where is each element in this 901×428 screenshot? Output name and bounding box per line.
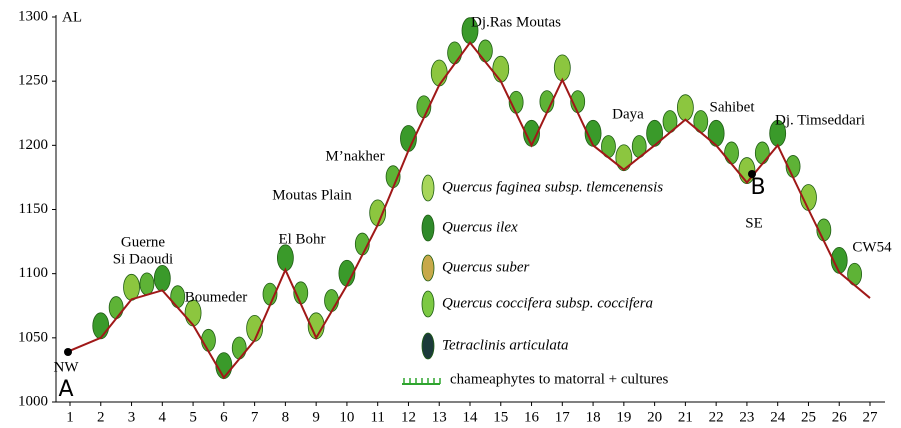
x-tick-label: 7 [251,409,259,425]
annotation: El Bohr [278,231,325,247]
vegetation [647,120,663,146]
annotation: Daya [612,106,644,122]
vegetation [140,273,154,295]
x-tick-label: 13 [432,409,447,425]
x-tick-label: 3 [128,409,136,425]
annotation: SE [745,215,763,231]
y-tick-label: 1150 [19,201,48,217]
x-tick-label: 21 [678,409,693,425]
annotation: Moutas Plain [272,187,352,203]
vegetation [171,286,185,308]
y-tick-label: 1100 [19,265,48,281]
annotation: Si Daoudi [113,251,173,267]
legend-icon [422,255,434,281]
x-tick-label: 12 [401,409,416,425]
y-tick-label: 1050 [18,329,48,345]
y-tick-label: 1200 [18,137,48,153]
vegetation [677,95,693,121]
vegetation [277,245,293,271]
vegetation [201,329,215,351]
legend-label: Quercus suber [442,259,530,275]
vegetation [154,265,170,291]
legend-icon [422,291,434,317]
profile-line [70,43,870,378]
legend-icon [422,333,434,359]
x-tick-label: 4 [159,409,167,425]
x-tick-label: 10 [339,409,354,425]
legend-label: Quercus faginea subsp. tlemcenensis [442,179,663,195]
annotation: Sahibet [710,99,756,115]
annotation: B [750,175,765,200]
vegetation [725,142,739,164]
legend-icon [422,175,434,201]
chart: AL 1000105011001150120012501300123456789… [0,0,901,428]
x-tick-label: 23 [739,409,754,425]
vegetation [755,142,769,164]
x-tick-label: 20 [647,409,662,425]
annotation: CW54 [852,239,892,255]
y-axis-label: AL [62,9,82,25]
vegetation [616,145,632,171]
x-tick-label: 5 [189,409,197,425]
x-tick-label: 17 [555,409,571,425]
vegetation [431,60,447,86]
x-tick-label: 6 [220,409,228,425]
vegetation [232,337,246,359]
x-tick-label: 9 [312,409,320,425]
annotation: Dj. Timseddari [775,112,865,128]
vegetation [325,290,339,312]
x-tick-label: 24 [770,409,786,425]
annotation: Guerne [121,234,165,250]
vegetation [124,274,140,300]
y-tick-label: 1000 [18,393,48,409]
vegetation [708,120,724,146]
x-tick-label: 1 [66,409,74,425]
annotation: A [58,377,73,402]
annotation: M’nakher [325,148,384,164]
x-tick-label: 15 [493,409,508,425]
vegetation [478,40,492,62]
x-tick-label: 25 [801,409,816,425]
legend-label: Tetraclinis articulata [442,337,569,353]
x-tick-label: 11 [370,409,384,425]
point-marker [64,348,72,356]
legend-label: chameaphytes to matorral + cultures [450,371,669,387]
vegetation [554,55,570,81]
y-tick-label: 1300 [18,8,48,24]
x-tick-label: 22 [709,409,724,425]
vegetation [493,56,509,82]
vegetation [448,42,462,64]
legend-label: Quercus ilex [442,219,518,235]
vegetation [109,297,123,319]
annotation: Boumeder [185,289,247,305]
x-tick-label: 27 [863,409,879,425]
x-tick-label: 18 [586,409,601,425]
vegetation [93,313,109,339]
x-tick-label: 8 [282,409,290,425]
x-tick-label: 16 [524,409,540,425]
annotation: NW [54,359,80,375]
vegetation [216,353,232,379]
legend-icon [422,215,434,241]
x-tick-label: 2 [97,409,105,425]
annotation: Dj.Ras Moutas [471,14,561,30]
x-tick-label: 26 [832,409,848,425]
x-tick-label: 19 [616,409,631,425]
legend-label: Quercus coccifera subsp. coccifera [442,295,653,311]
x-tick-label: 14 [463,409,479,425]
y-tick-label: 1250 [18,73,48,89]
